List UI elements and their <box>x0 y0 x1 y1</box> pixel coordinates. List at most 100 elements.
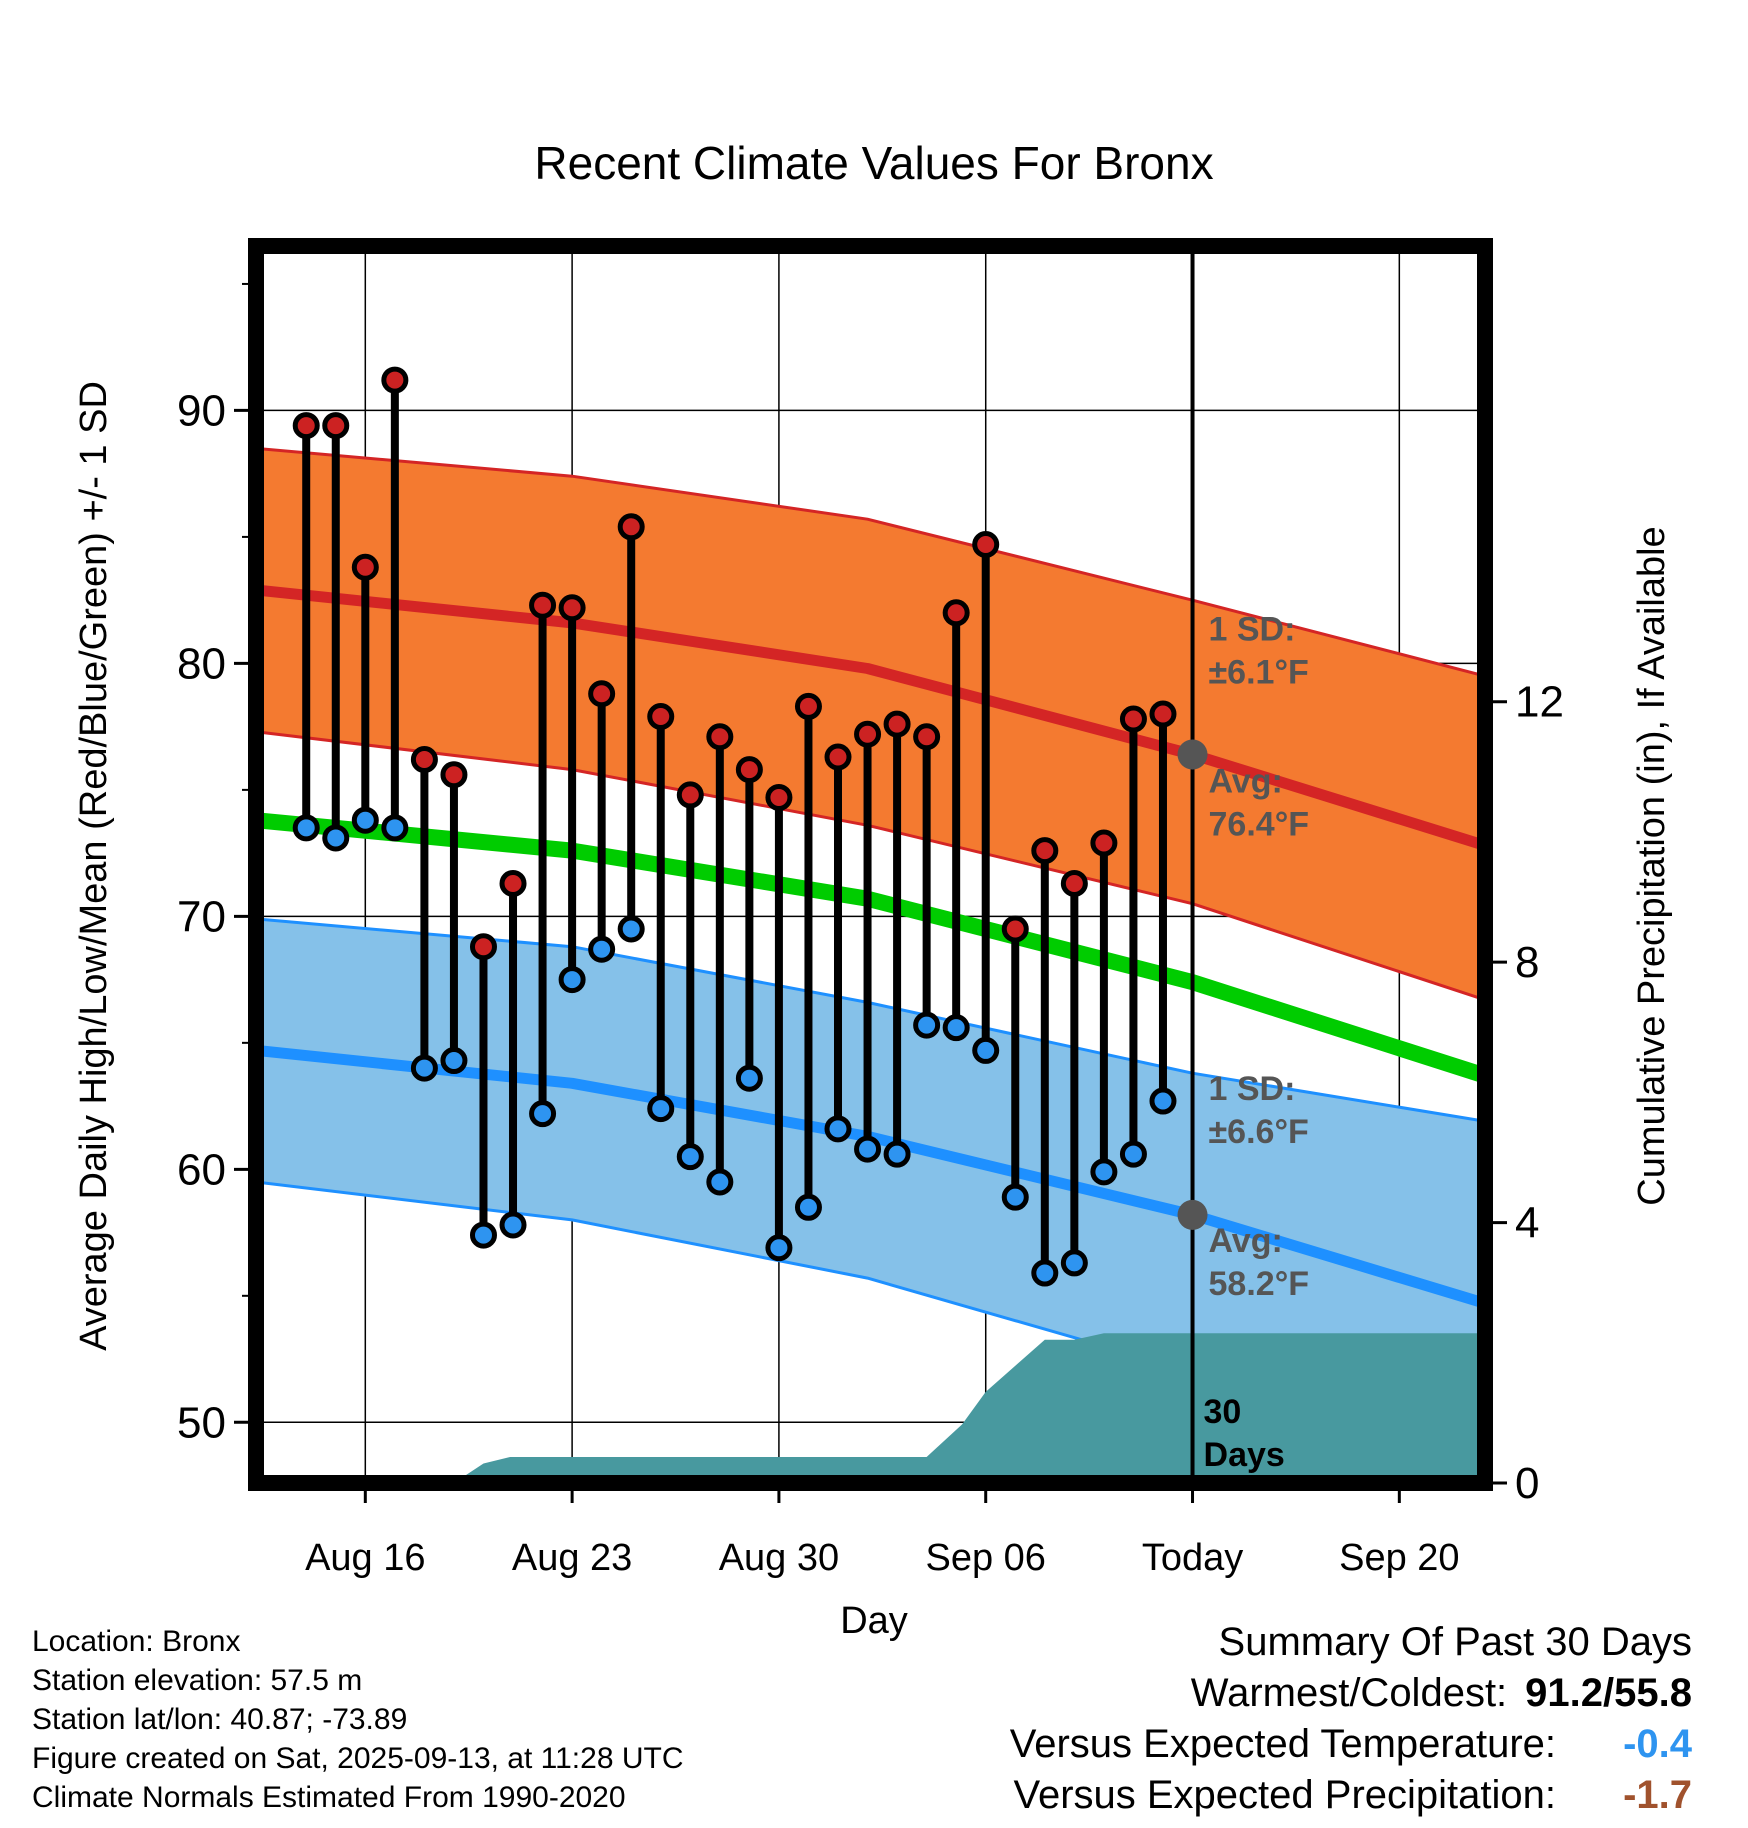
daily-low-point <box>913 1011 941 1039</box>
daily-high-point <box>942 599 970 627</box>
daily-low-point <box>322 824 350 852</box>
daily-high-point <box>1060 869 1088 897</box>
daily-high-point <box>647 703 675 731</box>
x-tick-label: Sep 06 <box>925 1537 1045 1579</box>
daily-low-point <box>1090 1158 1118 1186</box>
daily-low-point <box>617 915 645 943</box>
daily-low-point <box>410 1054 438 1082</box>
summary-temperature: Versus Expected Temperature: -0.4 <box>1010 1719 1692 1770</box>
y-tick-label-left: 50 <box>177 1398 226 1447</box>
axes: 50 60 70 80 90 0 4 8 12 Aug 16 Aug 23 Aug 30 Sep 06 T… <box>177 282 1564 1579</box>
daily-high-point <box>322 412 350 440</box>
daily-low-point <box>1060 1249 1088 1277</box>
daily-low-point <box>588 935 616 963</box>
daily-high-point <box>381 366 409 394</box>
daily-low-point <box>292 814 320 842</box>
today-high-normal-marker <box>1177 739 1208 770</box>
y-tick-label-left: 60 <box>177 1145 226 1194</box>
daily-low-point <box>1119 1140 1147 1168</box>
days-count-label: 30 <box>1204 1393 1242 1431</box>
high-avg-value: 76.4°F <box>1209 805 1310 843</box>
daily-low-point <box>1031 1259 1059 1287</box>
daily-high-point <box>558 594 586 622</box>
x-tick-label: Sep 20 <box>1339 1537 1459 1579</box>
daily-high-point <box>588 680 616 708</box>
precip-vs-expected-label: Versus Expected Precipitation: <box>1013 1773 1556 1817</box>
daily-temperatures <box>292 246 1208 1483</box>
summary-precipitation: Versus Expected Precipitation: -1.7 <box>1010 1770 1692 1821</box>
warm-cold-label: Warmest/Coldest: <box>1190 1671 1508 1715</box>
y-tick-label-left: 80 <box>177 639 226 688</box>
latlon-text: Station lat/lon: 40.87; -73.89 <box>32 1703 408 1736</box>
y-tick-label-right: 8 <box>1515 938 1539 987</box>
y-tick-label-right: 12 <box>1515 678 1564 727</box>
daily-low-point <box>794 1193 822 1221</box>
daily-high-point <box>676 781 704 809</box>
low-avg-prefix: Avg: <box>1209 1222 1283 1260</box>
daily-high-point <box>292 412 320 440</box>
cumulative-precip-area <box>256 1333 1485 1483</box>
x-tick-label: Aug 16 <box>305 1537 425 1579</box>
daily-low-point <box>676 1143 704 1171</box>
daily-high-point <box>529 591 557 619</box>
daily-high-point <box>794 692 822 720</box>
daily-low-point <box>765 1234 793 1262</box>
y-tick-label-right: 0 <box>1515 1459 1539 1508</box>
temp-vs-expected-value: -0.4 <box>1623 1722 1692 1766</box>
high-avg-prefix: Avg: <box>1209 762 1283 800</box>
high-sd-prefix: 1 SD: <box>1209 610 1296 648</box>
daily-low-point <box>440 1047 468 1075</box>
y-axis-label-right: Cumulative Precipitation (in), If Availa… <box>1631 526 1673 1205</box>
daily-high-point <box>1149 700 1177 728</box>
elevation-text: Station elevation: 57.5 m <box>32 1664 363 1697</box>
chart-title: Recent Climate Values For Bronx <box>534 137 1213 189</box>
high-sd-value: ±6.1°F <box>1209 653 1309 691</box>
daily-low-point <box>972 1036 1000 1064</box>
daily-high-point <box>351 553 379 581</box>
daily-low-point <box>381 814 409 842</box>
daily-high-point <box>824 743 852 771</box>
daily-low-point <box>499 1211 527 1239</box>
high-band-upper-edge <box>256 446 1485 678</box>
daily-high-point <box>706 723 734 751</box>
normal-high-line <box>256 584 1485 851</box>
daily-high-point <box>469 933 497 961</box>
daily-high-point <box>499 869 527 897</box>
days-unit-label: Days <box>1204 1436 1285 1474</box>
precip-vs-expected-value: -1.7 <box>1623 1773 1692 1817</box>
x-tick-label: Aug 23 <box>512 1537 632 1579</box>
y-tick-label-left: 90 <box>177 386 226 435</box>
today-low-normal-marker <box>1177 1199 1208 1230</box>
low-avg-value: 58.2°F <box>1209 1265 1310 1303</box>
plot-frame <box>248 238 1493 1491</box>
daily-low-point <box>706 1168 734 1196</box>
daily-high-point <box>1001 915 1029 943</box>
daily-high-point <box>440 761 468 789</box>
x-axis-label: Day <box>840 1600 908 1642</box>
daily-high-point <box>410 746 438 774</box>
station-info: Location: Bronx Station elevation: 57.5 … <box>32 1622 684 1817</box>
daily-high-point <box>1119 705 1147 733</box>
daily-low-point <box>883 1140 911 1168</box>
daily-low-point <box>469 1221 497 1249</box>
location-text: Location: Bronx <box>32 1625 241 1658</box>
daily-low-point <box>558 966 586 994</box>
daily-high-point <box>765 783 793 811</box>
daily-low-point <box>854 1135 882 1163</box>
y-tick-label-right: 4 <box>1515 1199 1539 1248</box>
summary-panel: Summary Of Past 30 Days Warmest/Coldest:… <box>1010 1617 1692 1821</box>
daily-high-point <box>617 513 645 541</box>
daily-low-point <box>647 1095 675 1123</box>
band-labels: 1 SD: ±6.1°F Avg: 76.4°F 1 SD: ±6.6°F Avg: 58.2… <box>1204 610 1310 1474</box>
daily-high-point <box>735 756 763 784</box>
daily-low-point <box>735 1064 763 1092</box>
daily-low-point <box>1001 1183 1029 1211</box>
low-sd-value: ±6.6°F <box>1209 1113 1309 1151</box>
daily-high-point <box>1031 837 1059 865</box>
daily-low-point <box>824 1115 852 1143</box>
low-sd-band <box>256 918 1485 1468</box>
daily-high-point <box>913 723 941 751</box>
y-tick-label-left: 70 <box>177 892 226 941</box>
low-sd-prefix: 1 SD: <box>1209 1070 1296 1108</box>
